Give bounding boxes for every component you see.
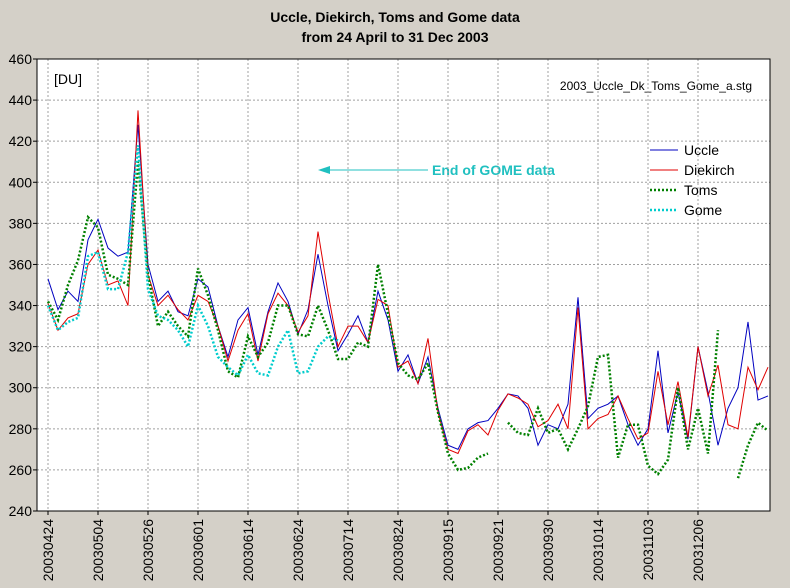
grid — [37, 58, 770, 512]
series-line — [46, 145, 339, 378]
file-label: 2003_Uccle_Dk_Toms_Gome_a.stg — [560, 79, 752, 93]
x-tick-label: 20030915 — [440, 519, 456, 582]
legend-label: Gome — [684, 202, 722, 218]
series-line — [47, 124, 769, 451]
y-tick-label: 340 — [9, 298, 33, 314]
y-tick-label: 380 — [9, 215, 33, 231]
y-tick-label: 300 — [9, 380, 33, 396]
y-tick-label: 320 — [9, 339, 33, 355]
x-tick-label: 20031206 — [690, 519, 706, 582]
y-tick-label: 440 — [9, 92, 33, 108]
plot-border — [36, 58, 771, 512]
x-tick-label: 20030624 — [290, 519, 306, 582]
lines — [46, 110, 769, 479]
x-tick-label: 20030526 — [140, 519, 156, 582]
x-tick-label: 20030601 — [190, 519, 206, 582]
chart-subtitle: from 24 April to 31 Dec 2003 — [301, 29, 488, 45]
x-tick-label: 20030424 — [40, 519, 56, 582]
series-line — [47, 110, 769, 455]
series-line — [736, 420, 769, 479]
x-tick-label: 20031014 — [590, 519, 606, 582]
y-tick-label: 360 — [9, 256, 33, 272]
x-tick-label: 20030921 — [490, 519, 506, 582]
y-tick-label: 460 — [9, 51, 33, 67]
y-tick-label: 420 — [9, 133, 33, 149]
series-line — [507, 330, 720, 476]
unit-label: [DU] — [54, 71, 82, 87]
x-tick-label: 20030614 — [240, 519, 256, 582]
chart-title: Uccle, Diekirch, Toms and Gome data — [270, 9, 520, 25]
legend-label: Uccle — [684, 142, 719, 158]
legend-label: Diekirch — [684, 162, 735, 178]
legend-label: Toms — [684, 182, 717, 198]
y-tick-label: 260 — [9, 462, 33, 478]
arrow-head — [318, 166, 330, 174]
y-tick-label: 280 — [9, 421, 33, 437]
y-tick-label: 240 — [9, 503, 33, 519]
y-tick-label: 400 — [9, 174, 33, 190]
x-tick-label: 20030504 — [90, 519, 106, 582]
x-tick-label: 20030714 — [340, 519, 356, 582]
labels: 240 260 280 300 320 340 360 380 400 420 440 460 2003… — [9, 51, 735, 581]
x-tick-label: 20031103 — [640, 519, 656, 580]
annotation: End of GOME data — [432, 162, 555, 178]
x-tick-label: 20030824 — [390, 519, 406, 582]
x-tick-label: 20030930 — [540, 519, 556, 582]
